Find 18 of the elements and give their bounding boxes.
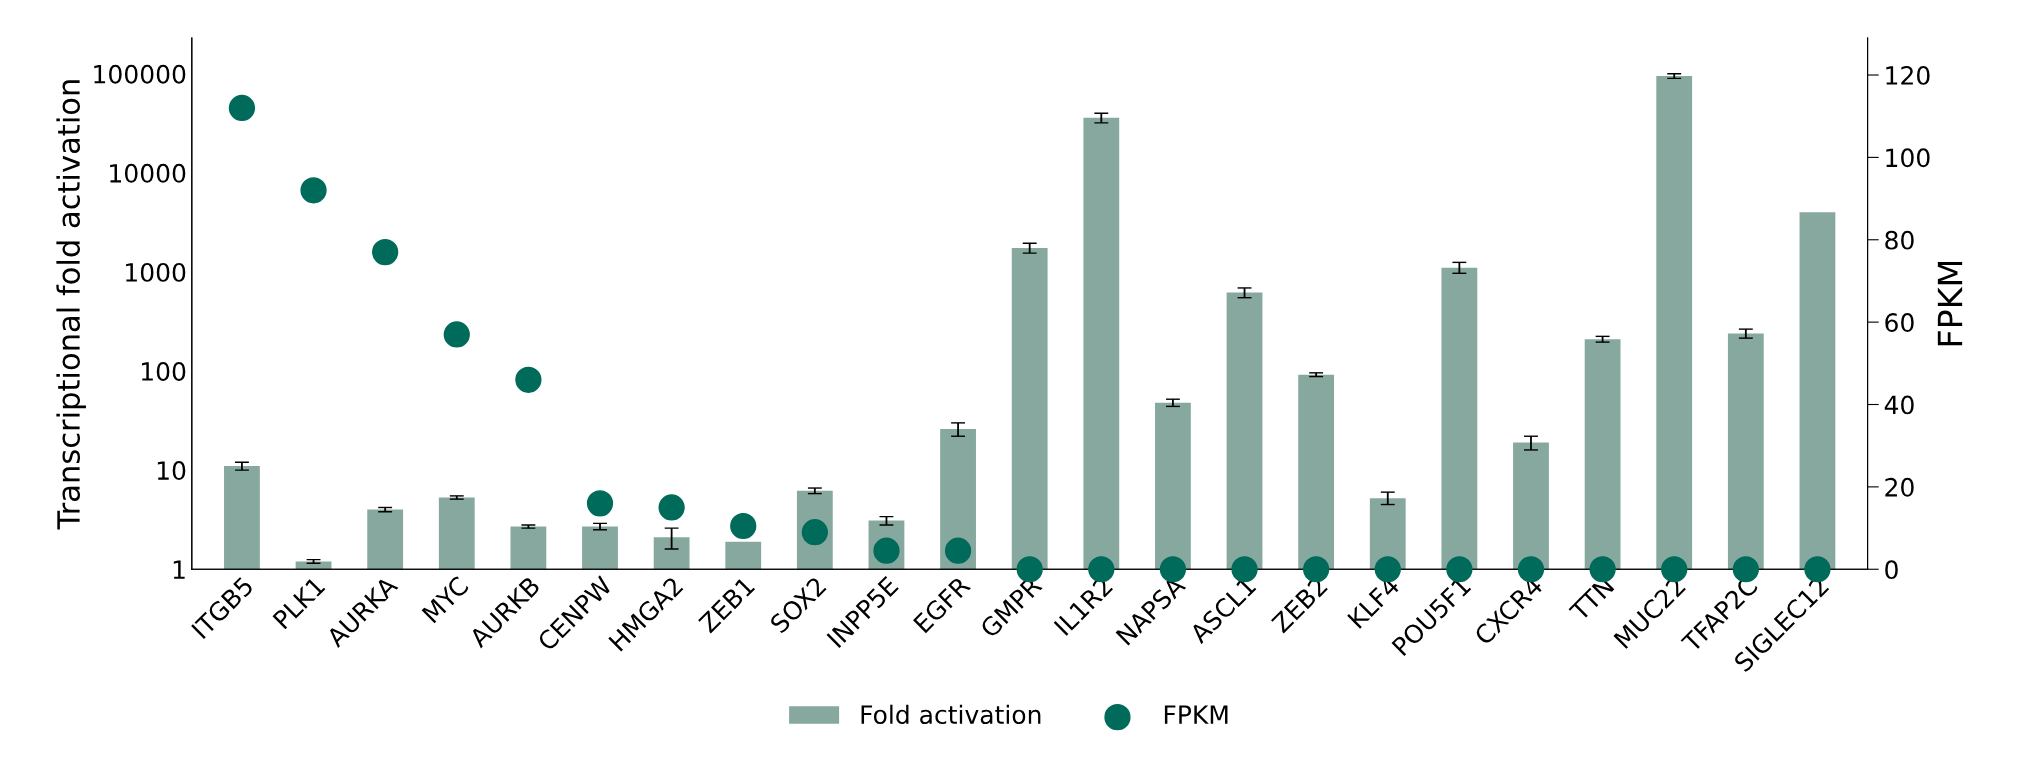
y-tick-label: 1000 — [126, 262, 186, 282]
y2-tick-label: 60 — [1885, 313, 1914, 332]
y2-tick-label: 40 — [1884, 395, 1914, 415]
y-tick-label: 100000 — [94, 64, 186, 84]
y2-tick-label: 80 — [1885, 230, 1914, 250]
y-tick-label: 10000 — [110, 163, 186, 183]
y-axis-title: Transcriptional fold activation — [56, 80, 86, 530]
y2-tick-label: 0 — [1885, 560, 1898, 580]
legend-label: FPKM — [1164, 705, 1228, 724]
y-tick-label: 10 — [157, 461, 186, 481]
y2-tick-label: 20 — [1885, 477, 1914, 497]
y2-axis-title: FPKM — [1937, 261, 1963, 346]
y-tick-label: 1 — [173, 560, 185, 579]
y2-tick-label: 100 — [1886, 148, 1930, 168]
y-tick-label: 100 — [141, 362, 186, 381]
x-tick-label: TTN — [1568, 576, 1615, 623]
legend-label: Fold activation — [861, 704, 1041, 725]
y2-tick-label: 120 — [1886, 65, 1930, 85]
